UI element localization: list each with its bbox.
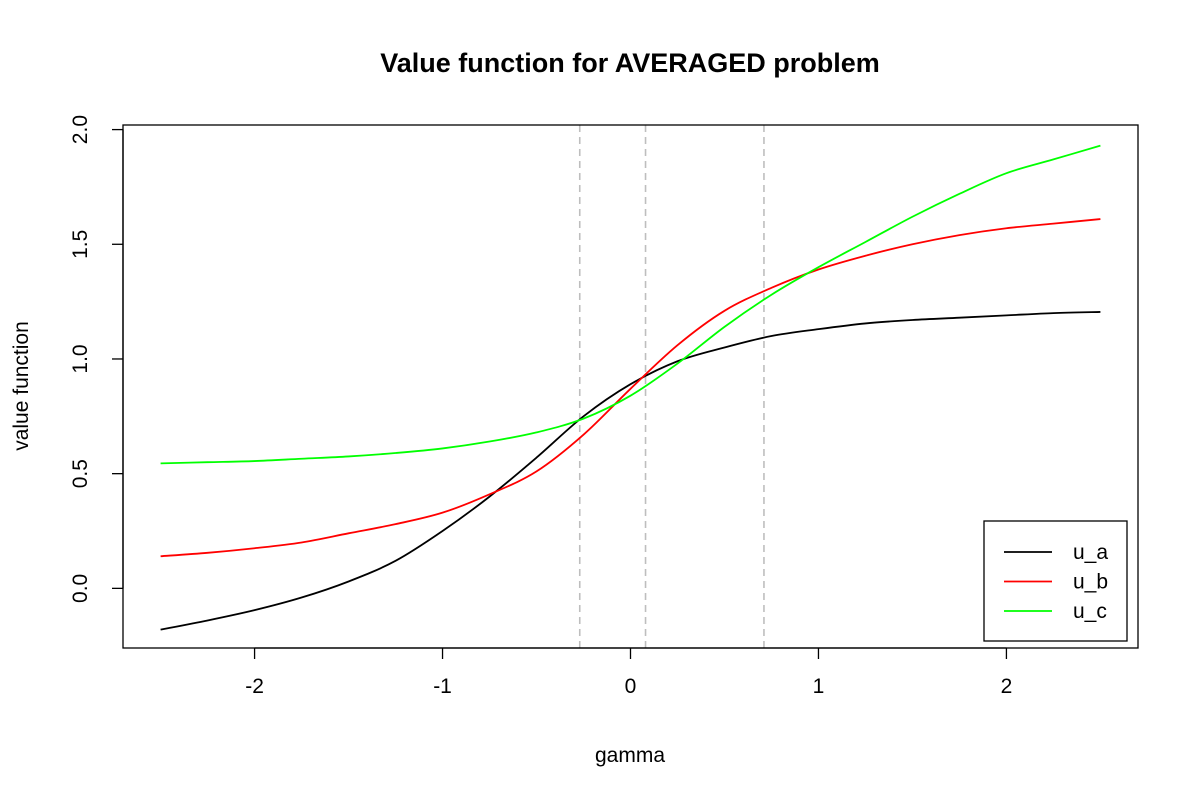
- y-tick-label: 0.5: [69, 459, 92, 488]
- y-axis-label: value function: [10, 321, 33, 451]
- series-line-u_c: [160, 144, 1101, 465]
- y-axis: 0.0 0.5 1.0 1.5 2.0: [69, 115, 124, 603]
- legend-label-u_b: u_b: [1073, 571, 1108, 594]
- series-line-u_a: [160, 311, 1101, 631]
- legend-label-u_c: u_c: [1073, 600, 1107, 623]
- series-line-u_b: [160, 218, 1101, 558]
- y-tick-label: 2.0: [69, 115, 92, 144]
- reference-lines: [578, 125, 765, 648]
- x-tick-label: 1: [813, 675, 825, 698]
- legend: u_a u_b u_c: [983, 520, 1128, 642]
- x-tick-label: -2: [245, 675, 264, 698]
- y-tick-label: 0.0: [69, 574, 92, 603]
- y-tick-label: 1.0: [69, 344, 92, 373]
- x-tick-label: -1: [433, 675, 452, 698]
- x-tick-label: 2: [1001, 675, 1013, 698]
- x-axis: -2 -1 0 1 2: [245, 647, 1013, 698]
- series-lines: [160, 144, 1101, 631]
- legend-label-u_a: u_a: [1073, 541, 1108, 564]
- y-tick-label: 1.5: [69, 230, 92, 259]
- x-axis-label: gamma: [595, 744, 665, 767]
- chart-title: Value function for AVERAGED problem: [380, 48, 880, 78]
- x-tick-label: 0: [625, 675, 637, 698]
